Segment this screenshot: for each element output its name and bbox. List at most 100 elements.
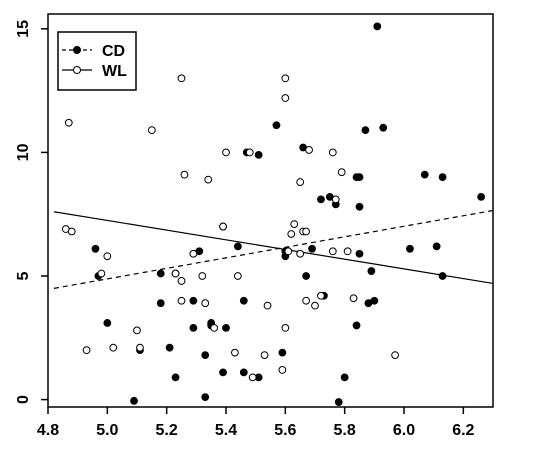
point-cd <box>201 351 210 359</box>
point-wl <box>245 148 254 157</box>
point-cd <box>355 173 364 182</box>
point-wl <box>198 272 207 280</box>
point-cd <box>477 193 486 201</box>
point-wl <box>177 74 186 83</box>
point-cd <box>91 244 100 253</box>
x-tick-label: 5.6 <box>274 422 296 439</box>
point-wl <box>222 148 230 157</box>
legend-label-cd: CD <box>102 43 125 60</box>
point-wl <box>305 146 313 154</box>
point-cd <box>334 398 343 406</box>
x-tick-label: 5.8 <box>334 422 356 439</box>
point-wl <box>331 195 340 204</box>
point-wl <box>328 148 337 157</box>
point-wl <box>97 269 106 278</box>
legend-label-wl: WL <box>102 63 127 80</box>
point-cd <box>361 126 370 135</box>
point-cd <box>370 296 379 305</box>
point-cd <box>156 269 165 278</box>
point-wl <box>263 301 272 310</box>
point-wl <box>233 272 242 280</box>
point-cd <box>165 343 174 352</box>
point-wl <box>281 324 290 332</box>
point-wl <box>311 301 319 310</box>
point-cd <box>438 173 447 182</box>
point-wl <box>64 118 73 127</box>
point-wl <box>317 291 325 300</box>
x-tick-label: 5.0 <box>96 422 118 439</box>
point-wl <box>231 348 239 357</box>
point-wl <box>177 296 186 305</box>
x-tick-label: 6.0 <box>393 422 415 439</box>
point-cd <box>340 373 349 382</box>
point-wl <box>343 247 352 256</box>
point-wl <box>147 126 156 135</box>
legend: CD WL <box>57 31 137 91</box>
point-wl <box>296 178 305 186</box>
point-cd <box>189 324 198 332</box>
y-tick-label: 0 <box>15 395 32 404</box>
point-cd <box>278 348 287 357</box>
legend-marker-wl <box>73 66 81 74</box>
point-cd <box>222 324 230 332</box>
point-cd <box>302 272 311 280</box>
point-wl <box>210 324 219 332</box>
x-tick-label: 4.8 <box>37 422 59 439</box>
point-wl <box>287 230 296 238</box>
point-cd <box>317 195 325 204</box>
point-wl <box>204 175 213 184</box>
point-cd <box>438 272 447 280</box>
fit-line-wl <box>53 211 494 285</box>
point-cd <box>272 121 281 130</box>
point-wl <box>302 296 311 305</box>
fit-lines <box>53 209 494 289</box>
point-wl <box>290 220 299 228</box>
point-cd <box>420 170 429 179</box>
x-tick-label: 5.4 <box>215 422 237 439</box>
point-cd <box>355 202 364 211</box>
point-cd <box>171 373 180 382</box>
point-wl <box>82 346 91 355</box>
point-wl <box>260 351 269 359</box>
y-tick-label: 10 <box>15 143 32 161</box>
point-wl <box>302 227 311 236</box>
point-cd <box>308 244 316 253</box>
y-tick-label: 15 <box>15 20 32 38</box>
point-wl <box>177 277 186 285</box>
point-wl <box>284 247 293 256</box>
point-wl <box>180 170 189 179</box>
point-wl <box>109 343 118 352</box>
x-axis: 4.8 5.0 5.2 5.4 5.6 5.8 6.0 6.2 <box>37 407 475 439</box>
point-wl <box>189 249 198 258</box>
point-wl <box>201 299 210 308</box>
point-cd <box>156 299 165 308</box>
point-cd <box>355 249 364 258</box>
point-wl <box>278 366 287 374</box>
point-wl <box>171 269 180 278</box>
fit-line-cd <box>53 209 494 289</box>
point-wl <box>349 294 358 303</box>
point-cd <box>352 321 361 330</box>
point-wl <box>248 373 257 382</box>
point-wl <box>281 74 290 83</box>
point-cd <box>432 242 441 251</box>
point-cd <box>219 368 227 377</box>
point-cd <box>406 244 414 253</box>
point-cd <box>239 368 248 377</box>
point-cd <box>201 393 210 402</box>
point-cd <box>367 267 376 275</box>
legend-box <box>57 31 137 91</box>
point-cd <box>239 296 248 305</box>
x-tick-label: 6.2 <box>452 422 474 439</box>
y-axis: 0 5 10 15 <box>15 20 48 404</box>
legend-marker-cd <box>73 46 81 54</box>
point-wl <box>281 94 290 102</box>
plot-frame <box>47 13 494 408</box>
point-wl <box>103 252 112 261</box>
point-wl <box>296 249 305 258</box>
data-points <box>61 22 486 406</box>
point-cd <box>379 123 388 132</box>
point-wl <box>337 168 346 177</box>
point-cd <box>373 22 382 31</box>
